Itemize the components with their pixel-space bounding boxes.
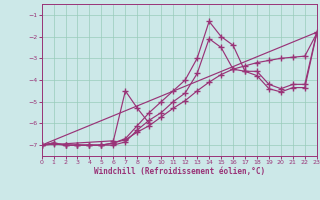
X-axis label: Windchill (Refroidissement éolien,°C): Windchill (Refroidissement éolien,°C) <box>94 167 265 176</box>
